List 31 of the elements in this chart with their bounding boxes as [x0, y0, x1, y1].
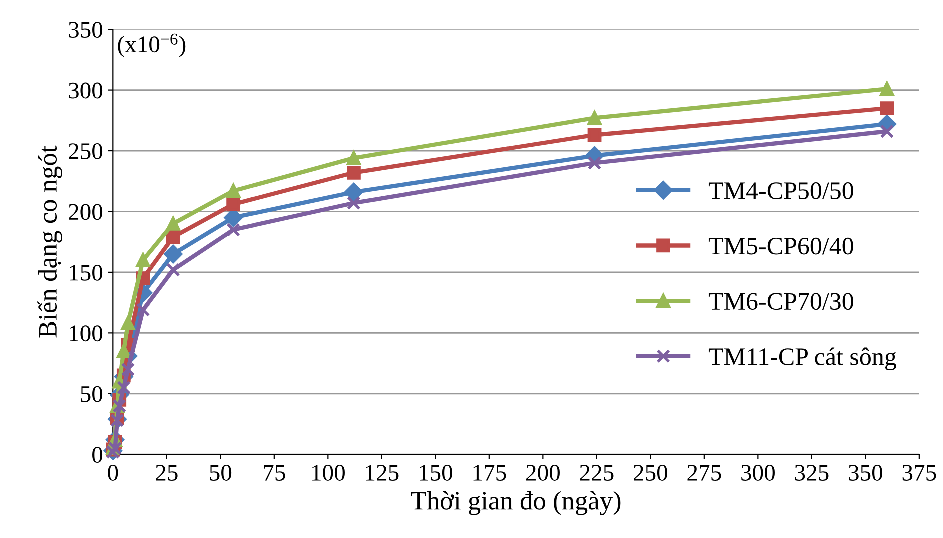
x-tick-label: 25	[156, 465, 178, 481]
y-tick-label: 250	[69, 144, 103, 160]
annotation: (x10$^{−6}$)	[118, 34, 186, 58]
legend-label: TM5-CP60/40	[708, 238, 854, 255]
y-tick-label: 0	[92, 447, 103, 464]
x-tick-label: 325	[795, 465, 829, 481]
x-tick-label: 75	[264, 465, 286, 481]
x-tick-label: 300	[742, 465, 775, 481]
x-tick-label: 0	[108, 465, 118, 481]
x-tick-label: 225	[580, 465, 614, 481]
x-axis-title: Thời gian đo (ngày)	[411, 491, 621, 516]
legend-label: TM6-CP70/30	[708, 293, 854, 310]
x-tick-label: 350	[849, 465, 882, 481]
y-tick-label: 100	[70, 326, 103, 342]
y-tick-label: 50	[81, 386, 103, 402]
x-tick-label: 175	[474, 465, 506, 481]
y-axis-title: Biến dạng co ngót	[38, 146, 62, 338]
y-tick-label: 200	[69, 204, 103, 220]
x-tick-label: 150	[420, 465, 452, 481]
x-tick-label: 375	[902, 465, 936, 481]
x-tick-label: 100	[312, 465, 345, 481]
y-tick-label: 350	[69, 22, 103, 38]
legend-label: TM4-CP50/50	[708, 182, 854, 200]
y-tick-label: 150	[70, 264, 103, 281]
x-tick-label: 275	[688, 465, 722, 481]
y-tick-label: 300	[69, 82, 103, 99]
x-tick-label: 125	[366, 465, 399, 481]
x-tick-label: 200	[526, 465, 560, 481]
legend-label: TM11-CP cát sông	[708, 348, 896, 371]
x-tick-label: 50	[210, 465, 232, 481]
x-tick-label: 250	[634, 465, 668, 481]
